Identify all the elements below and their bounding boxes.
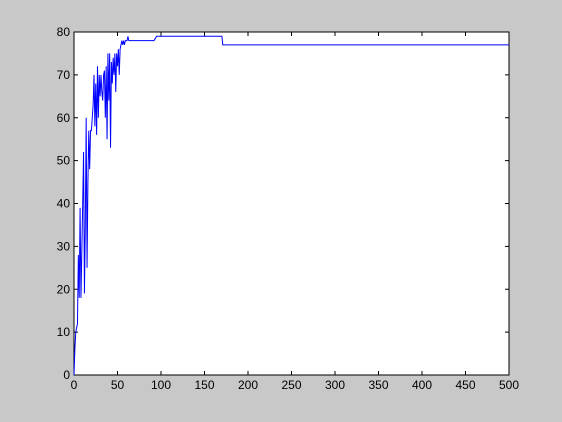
x-tick-label: 150: [194, 378, 214, 392]
x-tick-label: 300: [325, 378, 345, 392]
x-tick-label: 400: [412, 378, 432, 392]
series-layer: [73, 35, 509, 376]
x-tick-label: 500: [499, 378, 519, 392]
x-tick-label: 50: [111, 378, 125, 392]
series-line: [73, 35, 509, 376]
x-tick-label: 200: [238, 378, 258, 392]
y-tick-label: 80: [57, 25, 71, 39]
x-tick-label: 100: [151, 378, 171, 392]
y-axis-ticks: 0 10 20 30 40 50 60 70 80: [57, 25, 509, 382]
y-tick-label: 40: [57, 197, 71, 211]
x-tick-label: 250: [281, 378, 301, 392]
y-tick-label: 50: [57, 154, 71, 168]
x-axis-ticks: 0 50 100 150 200 250 300 350 400 450 500: [71, 32, 519, 392]
plot-area: [73, 31, 510, 376]
x-tick-label: 350: [368, 378, 388, 392]
y-tick-label: 60: [57, 111, 71, 125]
y-tick-label: 30: [57, 239, 71, 253]
y-tick-label: 10: [57, 325, 71, 339]
y-tick-label: 70: [57, 68, 71, 82]
y-tick-label: 0: [63, 368, 70, 382]
x-tick-label: 450: [455, 378, 475, 392]
y-tick-label: 20: [57, 282, 71, 296]
x-tick-label: 0: [71, 378, 78, 392]
